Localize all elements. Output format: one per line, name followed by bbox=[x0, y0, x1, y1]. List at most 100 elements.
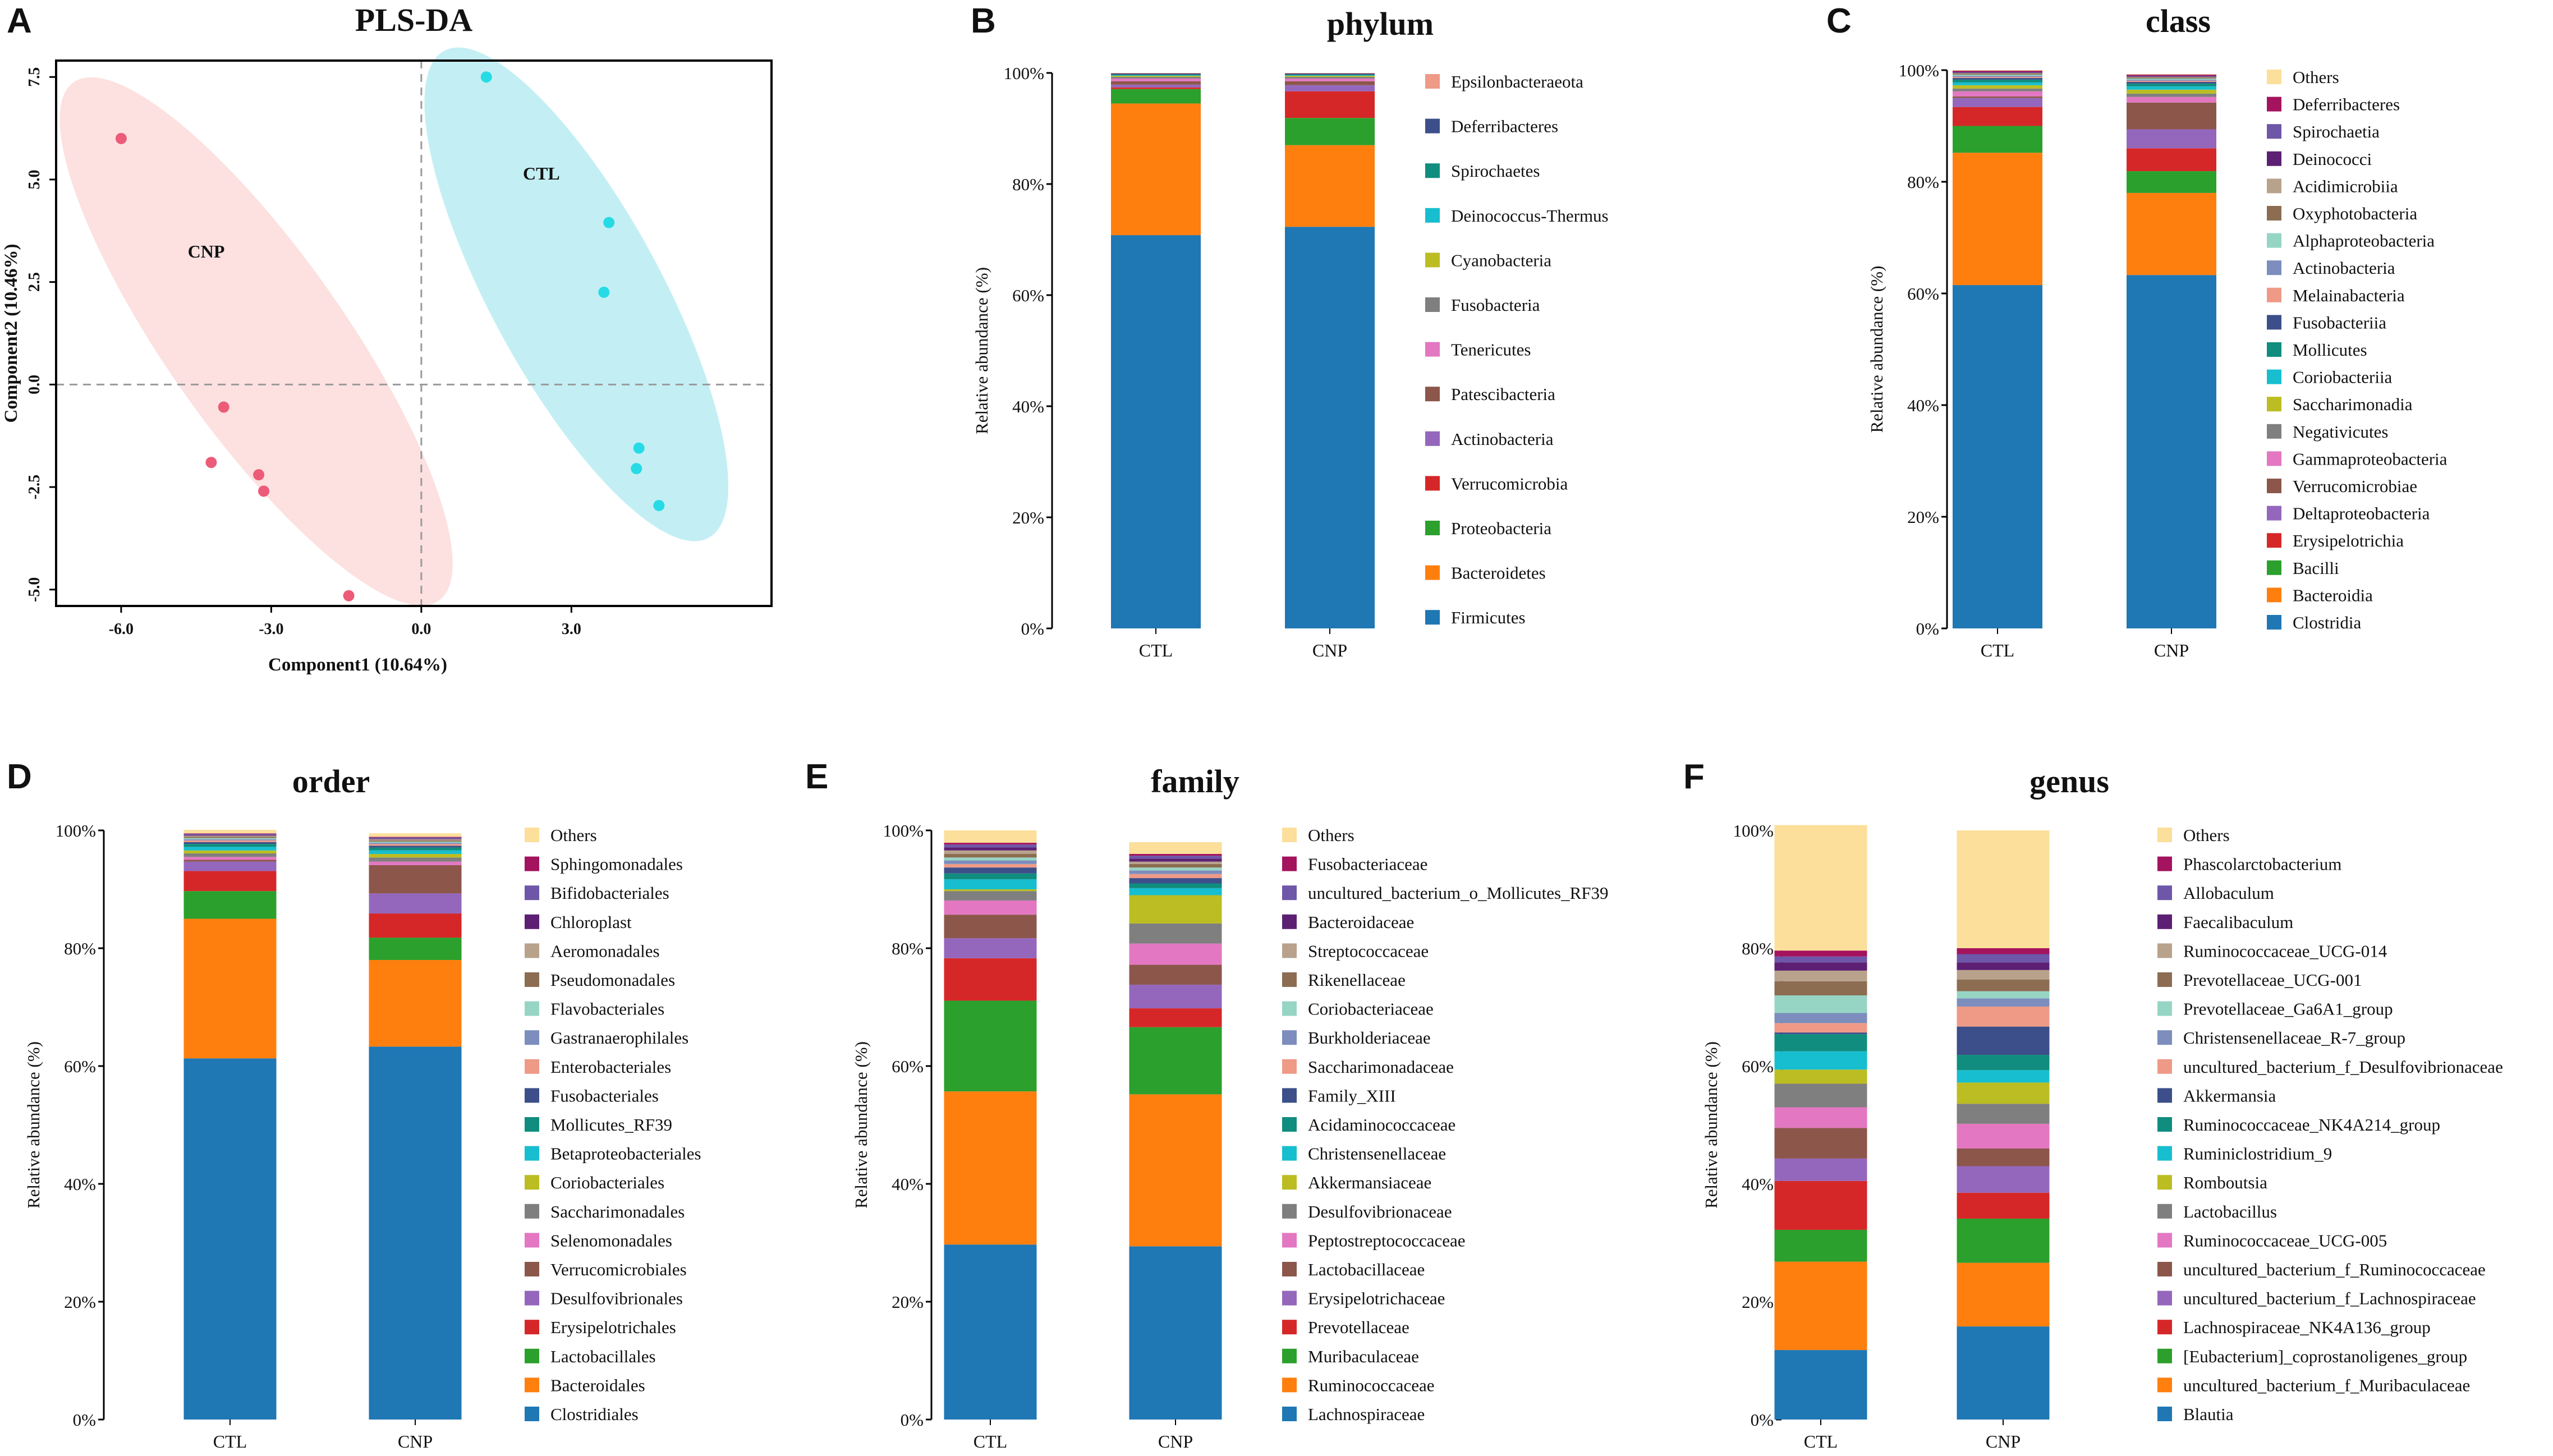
legend-label: Allobaculum bbox=[2183, 883, 2274, 903]
legend-swatch bbox=[525, 1407, 539, 1421]
legend-label: Verrucomicrobiae bbox=[2293, 476, 2417, 496]
legend-label: Streptococcaceae bbox=[1308, 941, 1429, 961]
bar-segment-ctl bbox=[944, 938, 1037, 958]
bar-segment-cnp bbox=[1129, 888, 1222, 895]
bar-segment-cnp bbox=[1129, 842, 1222, 854]
legend-swatch bbox=[1282, 856, 1297, 871]
legend-label: Spirochaetia bbox=[2293, 122, 2380, 141]
bar-segment-cnp bbox=[1957, 1192, 2050, 1219]
legend-label: Ruminococcaceae bbox=[1308, 1375, 1434, 1395]
sample-point-cnp bbox=[253, 469, 265, 481]
legend-label: Acidimicrobiia bbox=[2293, 176, 2398, 196]
bar-segment-ctl bbox=[183, 847, 277, 851]
bar-segment-ctl bbox=[1953, 73, 2042, 75]
legend-label: Erysipelotrichales bbox=[550, 1317, 676, 1337]
legend-swatch bbox=[2267, 479, 2281, 493]
legend-swatch bbox=[2267, 451, 2281, 466]
bar-segment-cnp bbox=[2127, 74, 2216, 75]
legend-swatch bbox=[525, 972, 539, 987]
bar-segment-cnp bbox=[369, 847, 462, 851]
bar-segment-cnp bbox=[1957, 1026, 2050, 1055]
y-tick-label: 60% bbox=[1907, 284, 1939, 304]
bar-segment-ctl bbox=[1774, 1181, 1867, 1230]
y-axis-label: Relative abundance (%) bbox=[24, 1041, 43, 1209]
bar-segment-cnp bbox=[1957, 970, 2050, 980]
y-tick-label: 0% bbox=[1751, 1410, 1774, 1430]
legend-swatch bbox=[2267, 424, 2281, 439]
sample-point-cnp bbox=[115, 132, 127, 144]
bar-segment-ctl bbox=[1111, 81, 1201, 85]
legend-swatch bbox=[2157, 856, 2172, 871]
x-axis-label: Component1 (10.64%) bbox=[268, 655, 447, 675]
legend-label: Deltaproteobacteria bbox=[2293, 504, 2430, 523]
legend-swatch bbox=[525, 1320, 539, 1335]
legend-label: [Eubacterium]_coprostanoligenes_group bbox=[2183, 1347, 2467, 1366]
bar-segment-ctl bbox=[1953, 98, 2042, 107]
legend-label: Firmicutes bbox=[1451, 608, 1526, 627]
y-axis-label: Relative abundance (%) bbox=[851, 1041, 871, 1209]
panel-letter: D bbox=[7, 757, 32, 796]
bar-segment-cnp bbox=[1285, 75, 1375, 76]
legend-label: Melainabacteria bbox=[2293, 286, 2405, 305]
bar-segment-cnp bbox=[369, 837, 462, 839]
legend-label: Ruminococcaceae_UCG-005 bbox=[2183, 1230, 2387, 1250]
bar-segment-cnp bbox=[1285, 145, 1375, 227]
bar-segment-ctl bbox=[1953, 77, 2042, 80]
bar-segment-ctl bbox=[944, 891, 1037, 901]
bar-segment-cnp bbox=[1129, 883, 1222, 888]
legend-swatch bbox=[2157, 972, 2172, 987]
bar-segment-cnp bbox=[1129, 870, 1222, 874]
legend-label: Actinobacteria bbox=[1451, 429, 1554, 449]
bar-segment-cnp bbox=[1129, 943, 1222, 965]
legend-swatch bbox=[2157, 1407, 2172, 1421]
legend-swatch bbox=[1282, 1059, 1297, 1074]
legend-swatch bbox=[1425, 118, 1440, 134]
bar-segment-cnp bbox=[1129, 964, 1222, 985]
bar-segment-cnp bbox=[369, 865, 462, 894]
legend-swatch bbox=[1425, 208, 1440, 223]
y-axis-label: Relative abundance (%) bbox=[1867, 266, 1886, 433]
bar-segment-cnp bbox=[1129, 985, 1222, 1009]
legend-swatch bbox=[1425, 297, 1440, 312]
legend-label: Actinobacteria bbox=[2293, 258, 2395, 278]
bar-segment-cnp bbox=[2127, 81, 2216, 84]
panel-letter: B bbox=[971, 2, 996, 40]
bar-segment-cnp bbox=[2127, 86, 2216, 90]
bar-segment-cnp bbox=[1285, 81, 1375, 85]
bar-segment-ctl bbox=[944, 879, 1037, 889]
legend-swatch bbox=[2157, 1348, 2172, 1363]
y-tick-label: 0% bbox=[73, 1410, 96, 1430]
y-tick-label: 0% bbox=[901, 1410, 924, 1430]
y-tick-label: 40% bbox=[1907, 396, 1939, 415]
bar-segment-ctl bbox=[1953, 88, 2042, 91]
bar-segment-ctl bbox=[1774, 1083, 1867, 1108]
legend-label: Desulfovibrionales bbox=[550, 1289, 683, 1308]
legend-label: Desulfovibrionaceae bbox=[1308, 1202, 1452, 1221]
bar-segment-cnp bbox=[2127, 192, 2216, 275]
legend-swatch bbox=[2267, 206, 2281, 221]
bar-segment-cnp bbox=[369, 841, 462, 843]
legend-swatch bbox=[525, 1088, 539, 1103]
legend-swatch bbox=[1282, 1233, 1297, 1248]
legend-label: Flavobacteriales bbox=[550, 999, 664, 1019]
legend-label: Prevotellaceae_UCG-001 bbox=[2183, 970, 2362, 990]
bar-segment-ctl bbox=[1953, 79, 2042, 82]
bar-segment-ctl bbox=[1774, 970, 1867, 981]
legend-swatch bbox=[2267, 97, 2281, 112]
legend-label: Oxyphotobacteria bbox=[2293, 204, 2417, 223]
bar-segment-ctl bbox=[944, 915, 1037, 939]
legend-label: Aeromonadales bbox=[550, 941, 660, 961]
bar-segment-ctl bbox=[944, 844, 1037, 848]
legend-label: Pseudomonadales bbox=[550, 970, 675, 990]
legend-label: Others bbox=[1308, 825, 1354, 845]
legend-swatch bbox=[1282, 1290, 1297, 1306]
bar-segment-ctl bbox=[1953, 96, 2042, 98]
y-tick-label: -5.0 bbox=[26, 577, 43, 602]
legend-label: uncultured_bacterium_f_Desulfovibrionace… bbox=[2183, 1057, 2503, 1077]
bar-segment-cnp bbox=[2127, 97, 2216, 103]
x-category-label: CNP bbox=[1158, 1431, 1193, 1452]
legend-swatch bbox=[1282, 1030, 1297, 1045]
legend-label: Ruminiclostridium_9 bbox=[2183, 1144, 2332, 1164]
